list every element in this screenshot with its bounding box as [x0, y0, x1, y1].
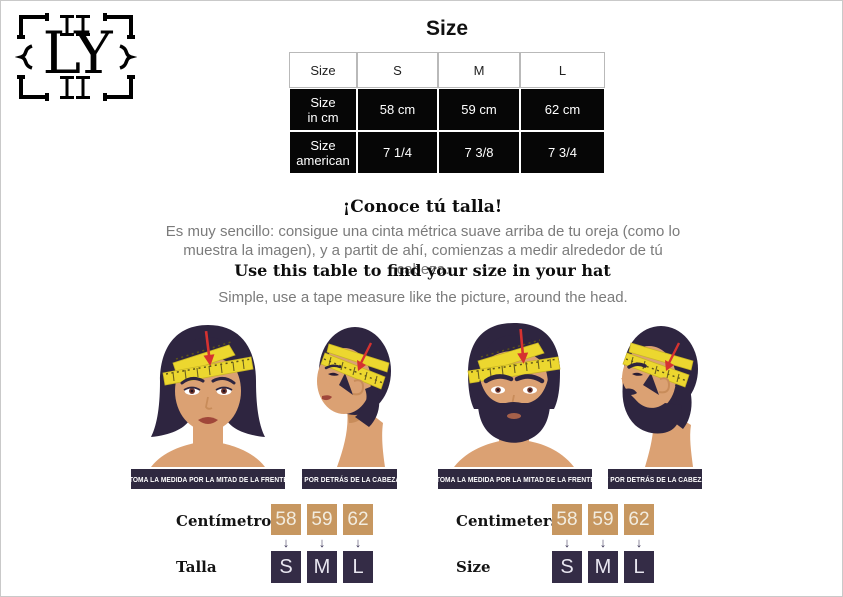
cm-box: 59	[307, 504, 337, 535]
figure-caption-banner: Y POR DETRÁS DE LA CABEZA	[302, 469, 397, 489]
cm-box: 58	[271, 504, 301, 535]
illustration-man-profile	[601, 319, 709, 472]
down-arrow-icon: ↓	[354, 535, 362, 550]
down-arrow-icon: ↓	[282, 535, 290, 550]
cm-box: 62	[624, 504, 654, 535]
banner-text: TOMA LA MEDIDA POR LA MITAD DE LA FRENTE	[438, 474, 592, 484]
table-cell: 58 cm	[357, 88, 438, 131]
table-row-label: Size in cm	[289, 88, 357, 131]
table-cell: 7 3/4	[520, 131, 605, 174]
banner-text: Y POR DETRÁS DE LA CABEZA	[302, 474, 397, 484]
table-header-cell: M	[438, 52, 520, 88]
conversion-group-english: Centimeters 58 59 62 ↓ ↓ ↓ Size S M L	[456, 504, 736, 584]
table-header-cell: Size	[289, 52, 357, 88]
table-header-cell: S	[357, 52, 438, 88]
logo-frame-icon	[15, 13, 137, 101]
table-header-cell: L	[520, 52, 605, 88]
banner-text: Y POR DETRÁS DE LA CABEZA	[608, 474, 702, 484]
table-cell: 7 1/4	[357, 131, 438, 174]
table-cell: 59 cm	[438, 88, 520, 131]
figure-caption-banner: TOMA LA MEDIDA POR LA MITAD DE LA FRENTE	[131, 469, 285, 489]
cm-box: 58	[552, 504, 582, 535]
illustration-woman-front	[129, 317, 287, 472]
page-title: Size	[425, 17, 469, 40]
size-box: S	[552, 551, 582, 583]
centimeters-label: Centímetros	[176, 512, 280, 530]
down-arrow-icon: ↓	[635, 535, 643, 550]
centimeters-label: Centimeters	[456, 512, 560, 530]
size-label: Talla	[176, 558, 217, 576]
spanish-body: Es muy sencillo: consigue una cinta métr…	[165, 223, 681, 278]
cm-box: 62	[343, 504, 373, 535]
down-arrow-icon: ↓	[563, 535, 571, 550]
size-box: L	[624, 551, 654, 583]
logo-monogram: LY	[42, 19, 112, 87]
english-body: Simple, use a tape measure like the pict…	[218, 289, 628, 306]
down-arrow-icon: ↓	[599, 535, 607, 550]
banner-text: TOMA LA MEDIDA POR LA MITAD DE LA FRENTE	[131, 474, 285, 484]
size-box: S	[271, 551, 301, 583]
cm-box: 59	[588, 504, 618, 535]
brand-logo: LY	[15, 11, 137, 103]
table-cell: 7 3/8	[438, 131, 520, 174]
size-box: L	[343, 551, 373, 583]
table-row-label: Size american	[289, 131, 357, 174]
illustration-woman-profile	[297, 319, 401, 472]
illustration-man-front	[436, 317, 592, 472]
size-box: M	[307, 551, 337, 583]
table-cell: 62 cm	[520, 88, 605, 131]
figure-caption-banner: Y POR DETRÁS DE LA CABEZA	[608, 469, 702, 489]
spanish-heading: ¡Conoce tú talla!	[342, 197, 503, 217]
size-box: M	[588, 551, 618, 583]
figure-caption-banner: TOMA LA MEDIDA POR LA MITAD DE LA FRENTE	[438, 469, 592, 489]
down-arrow-icon: ↓	[318, 535, 326, 550]
size-label: Size	[456, 558, 491, 576]
english-heading: Use this table to find your size in your…	[234, 261, 611, 280]
conversion-group-spanish: Centímetros 58 59 62 ↓ ↓ ↓ Talla S M L	[176, 504, 456, 584]
size-table: Size S M L Size in cm 58 cm 59 cm 62 cm …	[289, 52, 605, 174]
